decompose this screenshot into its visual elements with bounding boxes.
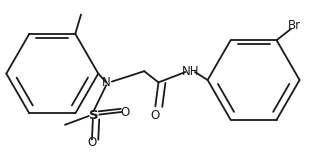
Text: S: S	[89, 109, 98, 122]
Text: NH: NH	[181, 65, 199, 78]
Text: N: N	[102, 76, 111, 89]
Text: O: O	[120, 105, 130, 119]
Text: O: O	[87, 136, 97, 149]
Text: O: O	[151, 109, 160, 122]
Text: Br: Br	[288, 19, 301, 32]
